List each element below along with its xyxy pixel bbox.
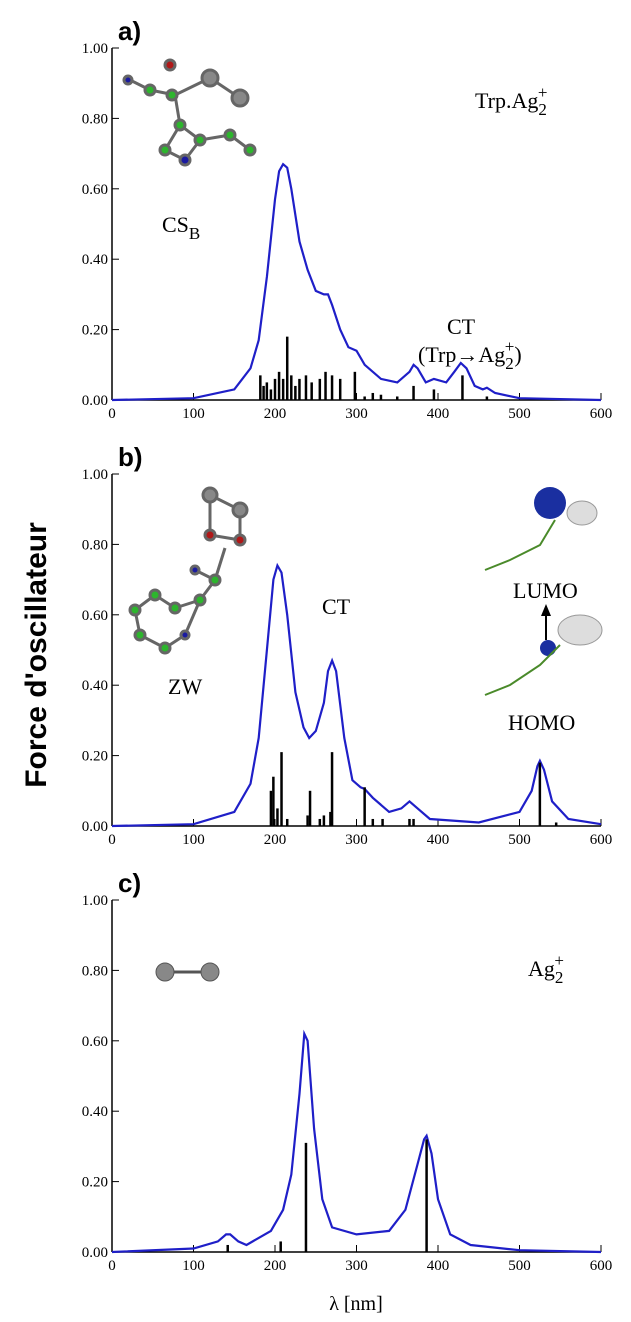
y-tick-label: 1.00 <box>82 41 108 57</box>
annotation-sup: + <box>538 83 548 102</box>
y-tick-label: 0.40 <box>82 1104 108 1120</box>
y-tick-label: 1.00 <box>82 893 108 909</box>
molecule-a <box>122 58 257 167</box>
annotation-text: CT <box>322 594 351 619</box>
spectrum-line <box>111 1029 602 1254</box>
x-tick-label: 400 <box>427 1258 450 1274</box>
x-tick-label: 600 <box>590 406 613 422</box>
molecule-c <box>155 962 220 982</box>
annotation-after: ) <box>514 342 521 367</box>
x-tick-label: 300 <box>345 1258 368 1274</box>
y-tick-label: 0.80 <box>82 111 108 127</box>
y-tick-label: 0.00 <box>82 819 108 835</box>
y-tick-label: 0.60 <box>82 1034 108 1050</box>
y-tick-label: 0.20 <box>82 749 108 765</box>
y-tick-label: 0.20 <box>82 323 108 339</box>
x-tick-label: 500 <box>508 832 531 848</box>
annotation: CT <box>447 314 476 339</box>
x-tick-label: 400 <box>427 406 450 422</box>
y-tick-label: 0.00 <box>82 393 108 409</box>
annotation-text: HOMO <box>508 710 575 735</box>
x-tick-label: 0 <box>108 832 116 848</box>
x-tick-label: 100 <box>182 406 205 422</box>
annotation: (Trp→Ag2+) <box>418 337 522 373</box>
y-tick-label: 0.40 <box>82 678 108 694</box>
x-tick-label: 600 <box>590 832 613 848</box>
x-tick-label: 400 <box>427 832 450 848</box>
annotation: Trp.Ag2+ <box>475 83 547 119</box>
x-tick-label: 200 <box>264 1258 287 1274</box>
y-tick-label: 0.60 <box>82 182 108 198</box>
x-tick-label: 100 <box>182 832 205 848</box>
annotation-sup: + <box>505 337 515 356</box>
x-tick-label: 300 <box>345 832 368 848</box>
annotation-text: (Trp→Ag <box>418 342 505 367</box>
y-tick-label: 0.80 <box>82 537 108 553</box>
annotation-text: Trp.Ag <box>475 88 538 113</box>
annotation-text: CS <box>162 212 189 237</box>
orbitals <box>484 487 603 696</box>
y-tick-label: 0.00 <box>82 1245 108 1261</box>
y-tick-label: 0.40 <box>82 252 108 268</box>
panel-label: c) <box>118 868 141 898</box>
y-tick-label: 0.60 <box>82 608 108 624</box>
x-tick-label: 500 <box>508 406 531 422</box>
y-axis-label: Force d'oscillateur <box>20 522 53 788</box>
annotation: HOMO <box>508 710 575 735</box>
panel-label: b) <box>118 442 143 472</box>
annotation: CSB <box>162 212 200 243</box>
x-tick-label: 200 <box>264 406 287 422</box>
x-tick-label: 0 <box>108 406 116 422</box>
annotation-sub: 2 <box>538 100 547 119</box>
annotation-text: Ag <box>528 956 555 981</box>
y-tick-label: 0.20 <box>82 1175 108 1191</box>
x-tick-label: 500 <box>508 1258 531 1274</box>
molecule-b <box>128 486 249 655</box>
annotation: ZW <box>168 674 202 699</box>
y-tick-label: 0.80 <box>82 963 108 979</box>
annotation: LUMO <box>513 578 578 603</box>
annotation-sub: 2 <box>555 968 564 987</box>
annotation-text: LUMO <box>513 578 578 603</box>
panel-label: a) <box>118 16 141 46</box>
annotation: CT <box>322 594 351 619</box>
annotation-sup: + <box>554 951 564 970</box>
annotation-text: ZW <box>168 674 202 699</box>
annotation-sub: 2 <box>505 354 514 373</box>
x-tick-label: 0 <box>108 1258 116 1274</box>
annotation: Ag2+ <box>528 951 564 987</box>
y-tick-label: 1.00 <box>82 467 108 483</box>
annotation-text: CT <box>447 314 476 339</box>
x-tick-label: 300 <box>345 406 368 422</box>
spectrum-line <box>111 162 602 402</box>
x-tick-label: 200 <box>264 832 287 848</box>
spectrum-line <box>111 562 602 828</box>
annotation-sub: B <box>189 224 200 243</box>
x-axis-label: λ [nm] <box>329 1293 383 1315</box>
x-tick-label: 600 <box>590 1258 613 1274</box>
x-tick-label: 100 <box>182 1258 205 1274</box>
